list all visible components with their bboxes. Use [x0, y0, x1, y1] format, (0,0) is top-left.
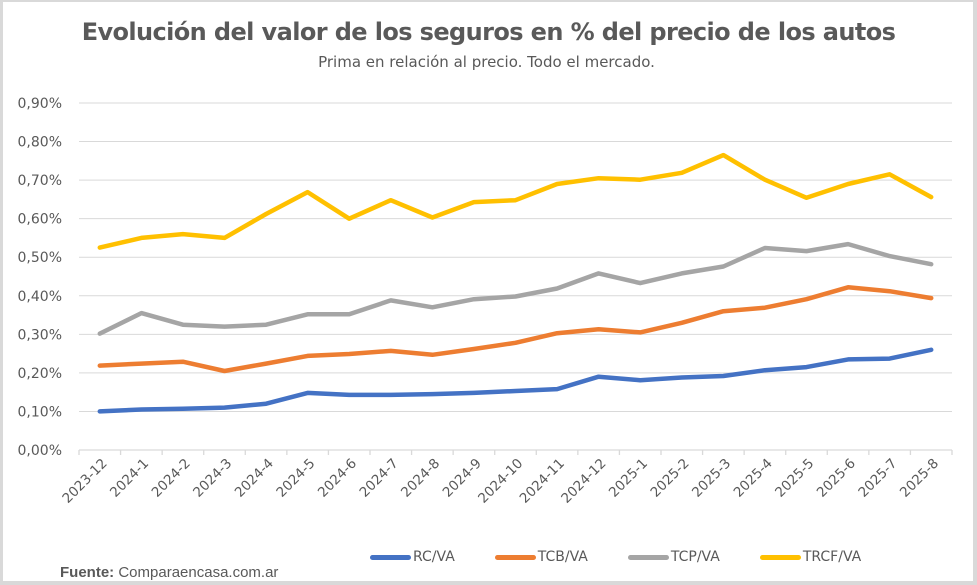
legend-swatch — [494, 554, 536, 560]
y-tick-label: 0,80% — [18, 135, 62, 151]
legend-item: TCB/VA — [494, 549, 588, 565]
x-tick-label: 2024-7 — [356, 456, 401, 501]
series-line-trcf-va — [97, 152, 934, 250]
x-tick-label: 2025-8 — [897, 456, 942, 501]
legend-label: RC/VA — [413, 549, 455, 565]
legend-item: RC/VA — [370, 549, 455, 565]
x-tick-label: 2025-3 — [689, 456, 734, 501]
y-tick-label: 0,50% — [18, 250, 62, 266]
y-tick-label: 0,90% — [18, 96, 62, 112]
y-tick-label: 0,70% — [18, 173, 62, 189]
x-tick-label: 2024-6 — [315, 456, 360, 501]
legend-label: TCB/VA — [537, 549, 588, 565]
source-value: Comparaencasa.com.ar — [118, 564, 279, 581]
legend: RC/VA TCB/VA TCP/VA TRCF/VA — [370, 549, 901, 565]
x-tick-label: 2024-8 — [398, 456, 443, 501]
chart-subtitle: Prima en relación al precio. Todo el mer… — [318, 53, 655, 71]
legend-label: TRCF/VA — [802, 549, 862, 565]
x-axis — [78, 449, 953, 455]
legend-swatch — [759, 554, 801, 560]
series-line-tcb-va — [97, 285, 934, 374]
x-tick-label: 2025-2 — [647, 456, 692, 501]
series-line-tcp-va — [97, 241, 934, 336]
x-tick-label: 2024-3 — [190, 456, 235, 501]
y-tick-label: 0,00% — [18, 443, 62, 459]
source-label: Fuente: — [60, 564, 115, 581]
y-tick-label: 0,20% — [18, 366, 62, 382]
x-tick-label: 2024-10 — [475, 456, 526, 507]
x-tick-label: 2024-2 — [149, 456, 194, 501]
legend-label: TCP/VA — [670, 549, 720, 565]
x-tick-label: 2025-4 — [731, 456, 776, 501]
x-tick-label: 2024-11 — [517, 456, 568, 507]
y-tick-label: 0,60% — [18, 212, 62, 228]
legend-item: TCP/VA — [627, 549, 720, 565]
y-tick-label: 0,10% — [18, 404, 62, 420]
x-tick-label: 2024-4 — [232, 456, 277, 501]
y-tick-label: 0,30% — [18, 327, 62, 343]
x-axis-tick-labels: 2023-122024-12024-22024-32024-42024-5202… — [59, 456, 942, 507]
x-tick-label: 2025-1 — [606, 456, 651, 501]
x-tick-label: 2025-7 — [855, 456, 900, 501]
x-tick-label: 2023-12 — [59, 456, 110, 507]
x-tick-label: 2025-5 — [772, 456, 817, 501]
series-lines — [97, 152, 934, 414]
y-tick-label: 0,40% — [18, 289, 62, 305]
legend-swatch — [627, 554, 669, 560]
y-axis-ticks: 0,00% 0,10% 0,20% 0,30% 0,40% 0,50% 0,60% 0,70%… — [18, 96, 62, 459]
x-tick-label: 2025-6 — [814, 456, 859, 501]
series-line-rc-va — [97, 347, 934, 414]
legend-swatch — [370, 554, 411, 560]
legend-item: TRCF/VA — [759, 549, 862, 565]
x-tick-label: 2024-5 — [273, 456, 318, 501]
x-tick-label: 2024-12 — [558, 456, 609, 507]
source-footer: Fuente: Comparaencasa.com.ar — [60, 564, 278, 581]
x-tick-label: 2024-1 — [107, 456, 152, 501]
chart-title: Evolución del valor de los seguros en % … — [81, 18, 896, 46]
